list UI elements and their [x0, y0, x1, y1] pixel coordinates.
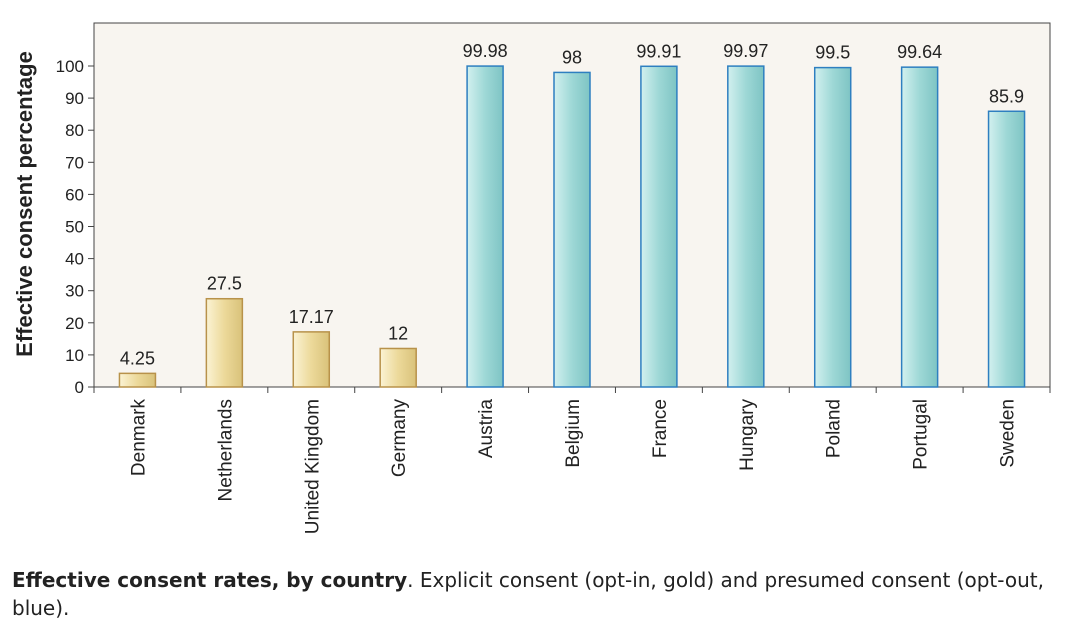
x-tick-label: United Kingdom: [302, 399, 323, 534]
data-label: 99.97: [723, 41, 768, 61]
axes: 0 10 20 30 40 50 60 70 80 90 100 Denmark Netherlands…: [56, 23, 1051, 534]
caption-title: Effective consent rates, by country: [12, 568, 408, 592]
x-tick-label: Netherlands: [215, 399, 236, 501]
bar-germany: [379, 347, 417, 388]
y-tick-label: 30: [65, 282, 84, 301]
x-tick-label: Austria: [476, 399, 497, 459]
bar-belgium: [553, 71, 591, 388]
data-label: 99.98: [463, 41, 508, 61]
x-tick-label: Denmark: [128, 399, 149, 477]
y-tick-label: 80: [65, 121, 84, 140]
y-tick-label: 0: [75, 378, 84, 397]
figure-caption: Effective consent rates, by country. Exp…: [12, 566, 1062, 622]
x-tick-label: Belgium: [563, 399, 584, 468]
bar-poland: [813, 66, 852, 388]
y-axis-label: Effective consent percentage: [12, 51, 37, 357]
data-label: 99.64: [897, 42, 942, 62]
bar-united-kingdom: [292, 331, 331, 388]
data-label: 27.5: [207, 274, 242, 294]
y-tick-label: 100: [56, 57, 84, 76]
bar-chart: Effective consent percentage 4.25 27.5 17.…: [12, 22, 1051, 534]
bar-france: [640, 65, 678, 388]
data-label: 85.9: [989, 86, 1024, 106]
data-label: 99.5: [815, 43, 850, 63]
x-tick-label: France: [650, 399, 671, 458]
x-tick-label: Germany: [389, 399, 410, 478]
bar-hungary: [727, 65, 765, 388]
y-tick-label: 40: [65, 250, 84, 269]
x-tick-label: Sweden: [998, 399, 1019, 468]
caption-text: . Explicit consent (opt-in, gold) and pr…: [12, 568, 1044, 620]
data-label: 99.91: [636, 41, 681, 61]
bar-denmark: [118, 372, 157, 388]
data-label: 12: [388, 323, 408, 343]
x-tick-label: Poland: [824, 399, 845, 458]
bar-netherlands: [205, 297, 244, 388]
y-tick-label: 20: [65, 314, 84, 333]
bar-portugal: [900, 66, 939, 388]
bar-austria: [466, 65, 504, 388]
bars: 4.25 27.5 17.17 12 99.98 98 99.91 99.97 99.5 99.6…: [118, 41, 1026, 388]
y-tick-label: 90: [65, 89, 84, 108]
data-label: 98: [562, 47, 582, 67]
data-label: 4.25: [120, 348, 155, 368]
data-label: 17.17: [289, 307, 334, 327]
y-tick-label: 10: [65, 346, 84, 365]
y-tick-label: 60: [65, 185, 84, 204]
x-tick-label: Portugal: [911, 399, 932, 470]
x-tick-label: Hungary: [737, 399, 758, 471]
bar-sweden: [987, 110, 1026, 388]
y-tick-label: 70: [65, 153, 84, 172]
y-tick-label: 50: [65, 218, 84, 237]
